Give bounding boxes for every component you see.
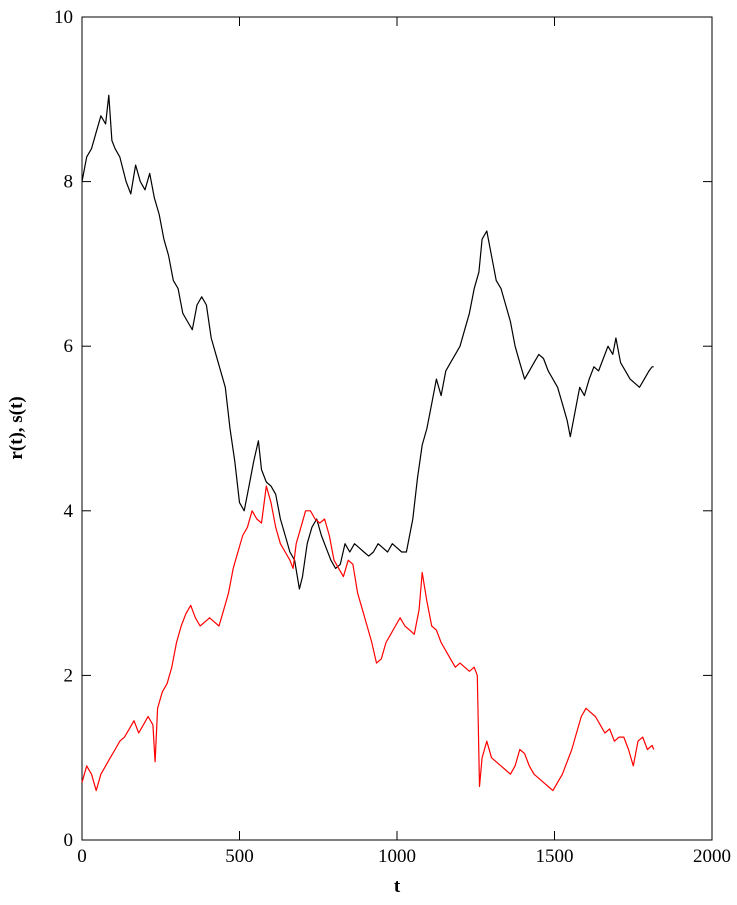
series-layer	[81, 94, 655, 792]
y-tick-label: 2	[64, 665, 74, 686]
y-tick-label: 4	[64, 501, 74, 522]
plot-frame	[81, 16, 713, 841]
series-line-1	[81, 94, 654, 590]
y-axis-title: r(t), s(t)	[6, 396, 27, 459]
tick-labels: 0 500 1000 1500 2000 0 2 4 6 8 10	[54, 7, 731, 867]
x-tick-label: 500	[225, 846, 254, 867]
y-tick-label: 10	[54, 7, 73, 28]
x-tick-label: 1000	[378, 846, 416, 867]
series-line-2	[81, 485, 655, 792]
x-axis-title: t	[394, 876, 401, 897]
y-tick-label: 6	[64, 336, 74, 357]
x-tick-label: 0	[77, 846, 87, 867]
y-tick-label: 8	[64, 172, 74, 193]
axis-ticks	[81, 16, 713, 841]
y-tick-label: 0	[64, 830, 74, 851]
x-tick-label: 1500	[536, 846, 574, 867]
x-tick-label: 2000	[693, 846, 731, 867]
